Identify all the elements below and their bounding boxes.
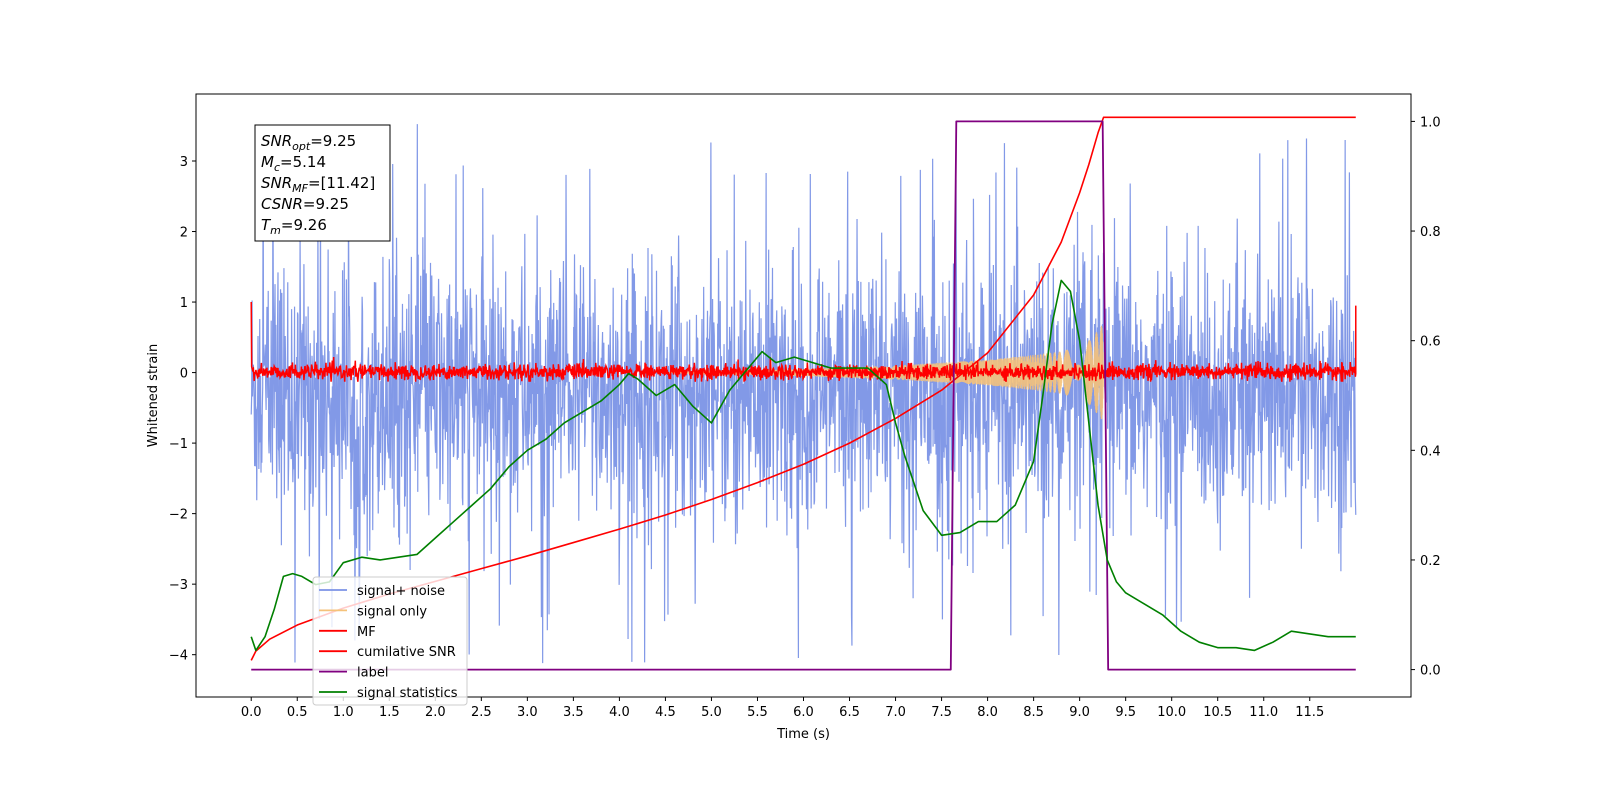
x-tick-label: 4.0 [609, 705, 630, 720]
x-tick-label: 5.5 [747, 705, 768, 720]
x-tick-label: 9.0 [1069, 705, 1090, 720]
y-left-tick-label: −3 [169, 578, 188, 593]
x-tick-label: 0.0 [241, 705, 262, 720]
y-left-tick-label: −2 [169, 508, 188, 523]
x-tick-label: 10.5 [1203, 705, 1232, 720]
info-line-tm: Tm=9.26 [261, 216, 327, 237]
legend-label: MF [357, 625, 376, 640]
x-tick-label: 1.0 [333, 705, 354, 720]
info-box-frame [254, 124, 391, 242]
legend: signal+ noise signal only MF cumilative SNR… [312, 576, 468, 706]
y-right-tick-label: 0.6 [1420, 335, 1441, 350]
y-left-tick-label: 1 [180, 296, 188, 311]
legend-label: signal only [357, 604, 427, 619]
x-tick-label: 7.0 [885, 705, 906, 720]
y-left-tick-label: −1 [169, 437, 188, 452]
series-label [251, 120, 1356, 671]
legend-label: label [357, 666, 388, 681]
legend-label: cumilative SNR [357, 645, 456, 660]
x-tick-label: 6.5 [839, 705, 860, 720]
y-left-tick-label: −4 [169, 649, 188, 664]
x-tick-label: 9.5 [1115, 705, 1136, 720]
x-tick-label: 1.5 [379, 705, 400, 720]
x-tick-label: 7.5 [931, 705, 952, 720]
info-line-mc: Mc=5.14 [261, 153, 326, 174]
x-tick-label: 3.5 [563, 705, 584, 720]
x-tick-label: 3.0 [517, 705, 538, 720]
info-line-csnr: CSNR=9.25 [261, 195, 349, 213]
y-right-tick-label: 0.4 [1420, 444, 1441, 459]
y-left-tick-label: 2 [180, 226, 188, 241]
x-tick-label: 11.5 [1295, 705, 1324, 720]
x-tick-label: 2.0 [425, 705, 446, 720]
x-tick-label: 5.0 [701, 705, 722, 720]
legend-label: signal+ noise [357, 584, 445, 599]
y-right-tick-label: 0.8 [1420, 225, 1441, 240]
x-tick-label: 4.5 [655, 705, 676, 720]
legend-frame [312, 576, 468, 706]
y-left-tick-label: 3 [180, 155, 188, 170]
x-tick-label: 8.5 [1023, 705, 1044, 720]
x-tick-label: 10.0 [1157, 705, 1186, 720]
x-tick-label: 11.0 [1249, 705, 1278, 720]
x-axis-label: Time (s) [776, 727, 830, 742]
x-tick-label: 0.5 [287, 705, 308, 720]
ticks-layer: 0.0 0.5 1.0 1.5 2.0 2.5 3.0 3.5 4.0 4.5 5.0 5.5 6.0 6… [169, 115, 1441, 720]
y-right-tick-label: 0.2 [1420, 554, 1441, 569]
series-mf [250, 302, 1357, 383]
y-right-tick-label: 0.0 [1420, 664, 1441, 679]
info-line-snr-opt: SNRopt=9.25 [261, 132, 356, 153]
y-right-tick-label: 1.0 [1420, 115, 1441, 130]
y-axis-label: Whitened strain [146, 344, 161, 447]
x-tick-label: 2.5 [471, 705, 492, 720]
series-signal-noise [250, 124, 1357, 664]
y-left-tick-label: 0 [180, 367, 188, 382]
x-tick-label: 8.0 [977, 705, 998, 720]
series-signal-statistics [250, 279, 1356, 652]
x-tick-label: 6.0 [793, 705, 814, 720]
info-box: SNRopt=9.25Mc=5.14SNRMF=[11.42]CSNR=9.25… [254, 124, 391, 242]
info-line-snr-mf: SNRMF=[11.42] [261, 174, 375, 195]
legend-label: signal statistics [357, 686, 458, 701]
